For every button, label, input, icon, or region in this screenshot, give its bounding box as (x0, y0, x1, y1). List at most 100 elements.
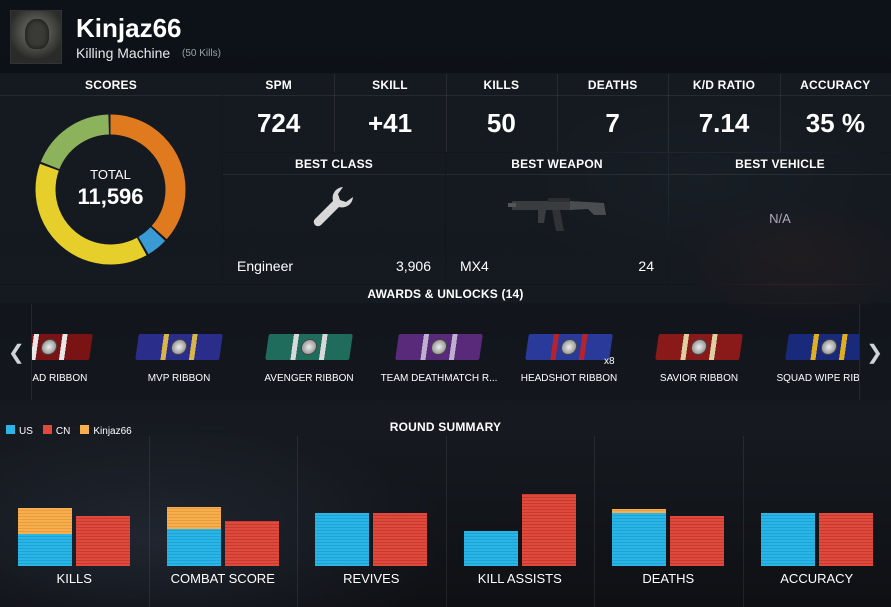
awards-carousel: ❮ ❯ SQUAD RIBBON MVP RIBBON AVENGER RIBBON… (0, 304, 891, 400)
player-name: Kinjaz66 (76, 13, 182, 43)
award-item[interactable]: MVP RIBBON (114, 304, 244, 400)
summary-group-kills[interactable]: KILLS (0, 436, 149, 607)
stat-label: K/D RATIO (692, 78, 756, 92)
award-label: MVP RIBBON (147, 373, 211, 384)
awards-header: AWARDS & UNLOCKS (14) (367, 287, 524, 301)
scores-donut (35, 114, 186, 265)
player-title: Killing Machine (76, 45, 171, 61)
bar-player (166, 506, 221, 529)
best-class-panel[interactable]: BEST CLASS Engineer 3,906 (223, 153, 445, 284)
stat-label: KILLS (483, 78, 520, 92)
stat-value: 724 (256, 108, 301, 138)
round-summary-header-bar: US CN Kinjaz66 ROUND SUMMARY (0, 416, 891, 439)
summary-label: ACCURACY (780, 571, 854, 586)
stat-value: 7 (605, 108, 620, 138)
best-vehicle-panel[interactable]: BEST VEHICLE N/A (669, 153, 891, 284)
bar-cn (76, 516, 131, 566)
best-weapon-value: 24 (638, 258, 654, 274)
rifle-icon (508, 198, 606, 231)
legend-item: CN (42, 421, 70, 438)
best-class-name: Engineer (237, 258, 294, 274)
summary-label: COMBAT SCORE (170, 571, 275, 586)
bar-us (463, 530, 518, 566)
total-label: TOTAL (90, 167, 131, 182)
bar-us (760, 512, 815, 566)
stat-skill: SKILL +41 (334, 74, 445, 152)
bar-us (166, 528, 221, 566)
bar-us (315, 512, 370, 566)
stat-label: SKILL (372, 78, 408, 92)
stat-value: +41 (367, 108, 413, 138)
stat-accuracy: ACCURACY 35 % (779, 74, 891, 152)
stat-kills: KILLS 50 (445, 74, 557, 152)
stat-k-d-ratio: K/D RATIO 7.14 (668, 74, 779, 152)
bar-cn (521, 494, 576, 566)
summary-group-kill-assists[interactable]: KILL ASSISTS (445, 436, 595, 607)
stat-value: 7.14 (698, 108, 750, 138)
ribbon-icon (525, 334, 613, 360)
ribbon-icon (655, 334, 743, 360)
avatar[interactable] (10, 10, 62, 64)
ribbon-icon (395, 334, 483, 360)
best-weapon-panel[interactable]: BEST WEAPON MX4 24 (446, 153, 668, 284)
stat-value: 35 % (805, 108, 865, 138)
award-label: TEAM DEATHMATCH R... (380, 373, 498, 384)
stats-row: SPM 724 SKILL +41 KILLS 50 DEATHS 7 K/D RATIO 7.1… (223, 74, 891, 152)
stat-spm: SPM 724 (223, 74, 334, 152)
bar-us (18, 534, 73, 566)
bar-cn (373, 512, 428, 566)
ribbon-icon (32, 334, 93, 360)
best-vehicle-value: N/A (769, 211, 791, 226)
best-class-value: 3,906 (395, 258, 431, 274)
award-item[interactable]: SQUAD WIPE RIBBON (764, 304, 859, 400)
best-weapon-name: MX4 (460, 258, 489, 274)
ribbon-icon (265, 334, 353, 360)
best-vehicle-header: BEST VEHICLE (735, 157, 825, 171)
stat-label: SPM (265, 78, 292, 92)
carousel-prev-button[interactable]: ❮ (8, 342, 25, 364)
award-item[interactable]: SAVIOR RIBBON (634, 304, 764, 400)
carousel-next-button[interactable]: ❯ (866, 342, 883, 364)
summary-group-combat-score[interactable]: COMBAT SCORE (148, 436, 298, 607)
award-item[interactable]: AVENGER RIBBON (244, 304, 374, 400)
bar-player (612, 509, 667, 513)
legend-item: US (6, 421, 33, 438)
bar-us (612, 512, 667, 566)
award-item[interactable]: TEAM DEATHMATCH R... (374, 304, 504, 400)
round-summary-chart: KILLS COMBAT SCORE REVIVES KILL ASSISTS DEAT… (0, 436, 891, 607)
round-summary-header: ROUND SUMMARY (389, 420, 502, 434)
stat-value: 50 (486, 108, 516, 138)
award-item[interactable]: SQUAD RIBBON (32, 304, 114, 400)
donut-segment-0 (35, 114, 186, 265)
bar-player (18, 507, 73, 535)
scores-panel: SCORES TOTAL 11,596 (0, 74, 222, 284)
player-header: Kinjaz66 Killing Machine (50 Kills) (0, 0, 891, 73)
award-label: SQUAD WIPE RIBBON (776, 373, 859, 384)
player-kill-count: (50 Kills) (182, 48, 221, 59)
summary-legend: US CN Kinjaz66 (6, 421, 142, 439)
stat-label: DEATHS (587, 78, 638, 92)
summary-group-accuracy[interactable]: ACCURACY (742, 436, 891, 607)
award-label: SAVIOR RIBBON (659, 373, 739, 384)
donut-segment-2 (35, 114, 186, 265)
stat-deaths: DEATHS 7 (557, 74, 668, 152)
summary-group-revives[interactable]: REVIVES (297, 436, 446, 607)
award-label: SQUAD RIBBON (32, 373, 88, 384)
awards-header-bar: AWARDS & UNLOCKS (14) (0, 285, 891, 303)
ribbon-icon (135, 334, 223, 360)
summary-group-deaths[interactable]: DEATHS (594, 436, 743, 607)
scores-header: SCORES (85, 78, 137, 92)
summary-label: KILLS (56, 571, 92, 586)
legend-item: Kinjaz66 (80, 421, 132, 438)
summary-label: REVIVES (343, 571, 400, 586)
summary-label: DEATHS (642, 571, 695, 586)
stat-label: ACCURACY (800, 78, 871, 92)
award-label: HEADSHOT RIBBON (520, 373, 618, 384)
total-value: 11,596 (77, 184, 144, 209)
summary-label: KILL ASSISTS (477, 571, 562, 586)
bar-cn (224, 520, 279, 566)
wrench-icon (313, 187, 353, 227)
best-weapon-header: BEST WEAPON (511, 157, 603, 171)
ribbon-icon (785, 334, 859, 360)
award-item[interactable]: HEADSHOT RIBBON x8 (504, 304, 634, 400)
